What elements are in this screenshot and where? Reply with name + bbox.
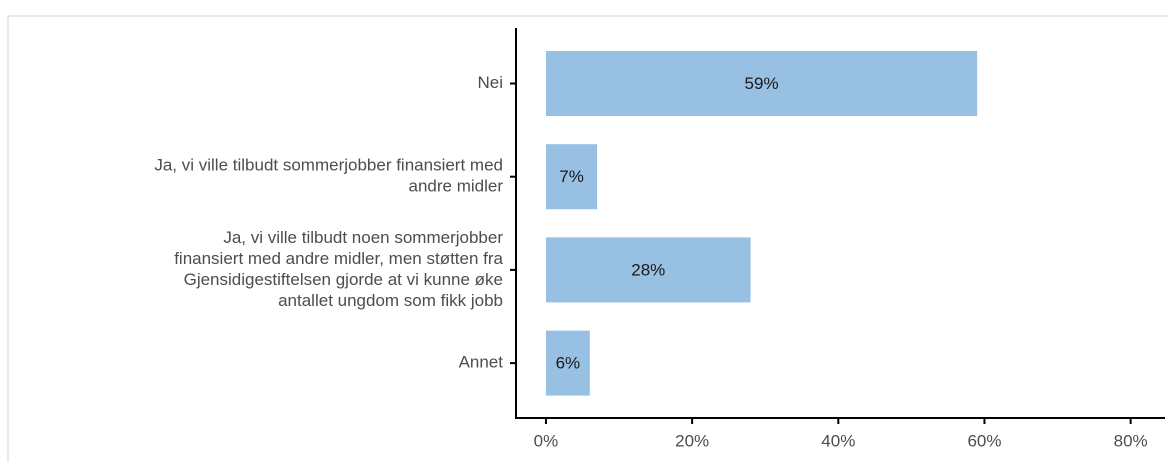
x-tick-label: 80% <box>1114 431 1148 450</box>
y-tick-label: Gjensidigestiftelsen gjorde at vi kunne … <box>184 270 503 289</box>
x-tick-label: 40% <box>821 431 855 450</box>
y-tick-label: finansiert med andre midler, men støtten… <box>174 249 503 268</box>
y-tick-label: Ja, vi ville tilbudt noen sommerjobber <box>223 228 503 247</box>
y-tick-label: antallet ungdom som fikk jobb <box>278 291 503 310</box>
data-label: 7% <box>559 167 584 186</box>
data-label: 28% <box>631 260 665 279</box>
bar <box>545 330 590 396</box>
bar <box>545 144 598 210</box>
y-tick-label: andre midler <box>409 177 504 196</box>
x-tick-label: 20% <box>675 431 709 450</box>
y-tick-label: Ja, vi ville tilbudt sommerjobber finans… <box>154 156 503 175</box>
data-label: 6% <box>556 354 581 373</box>
x-tick-label: 0% <box>534 431 559 450</box>
y-tick-label: Nei <box>477 73 503 92</box>
bar <box>545 237 751 303</box>
bar <box>545 51 978 116</box>
x-tick-label: 60% <box>967 431 1001 450</box>
y-tick-label: Annet <box>459 353 504 372</box>
frame <box>7 15 1168 462</box>
data-label: 59% <box>745 74 779 93</box>
